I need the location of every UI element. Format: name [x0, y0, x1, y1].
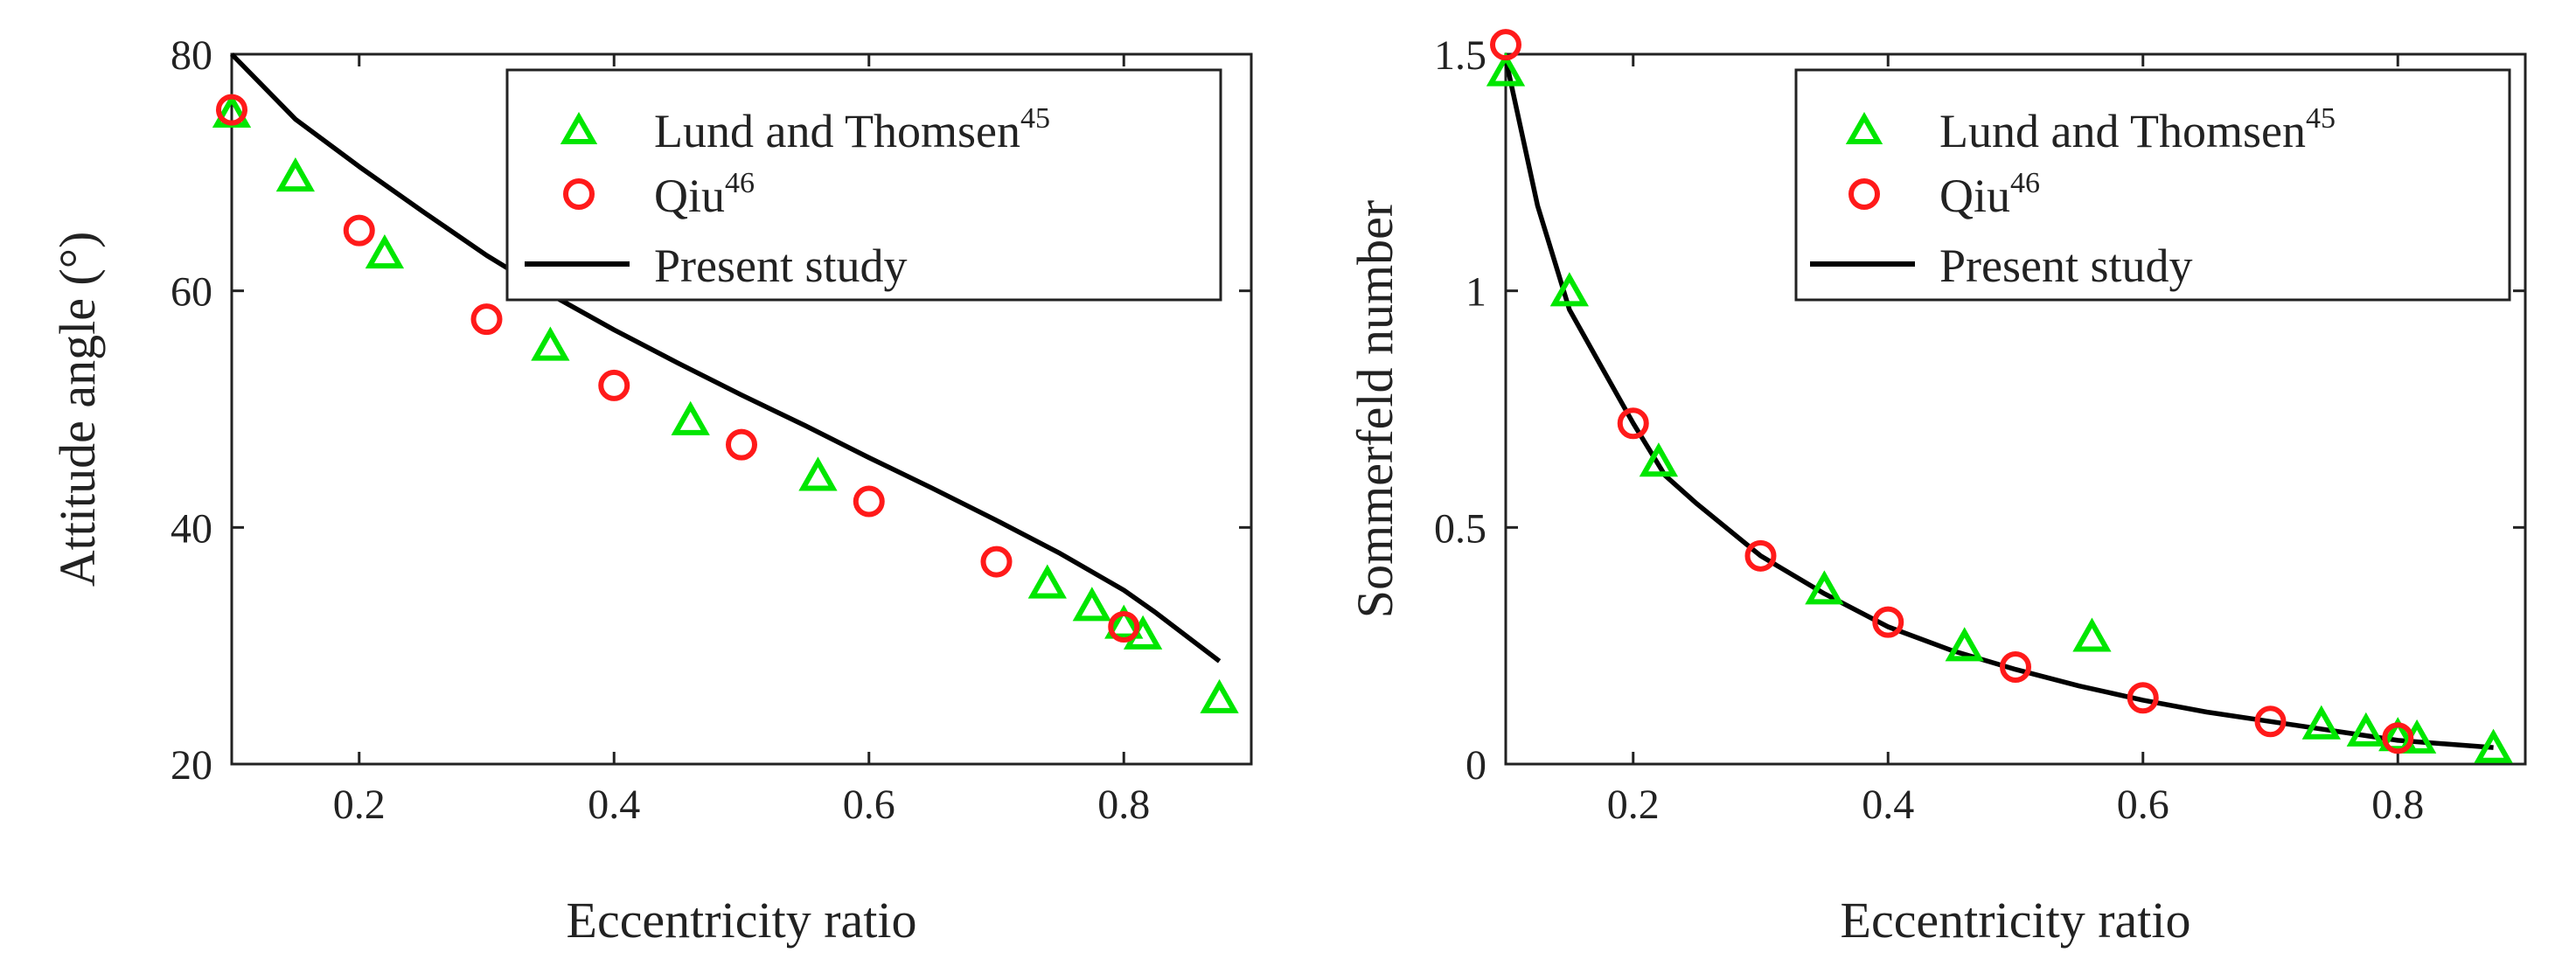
lund-thomsen-point	[1200, 678, 1239, 713]
lund-thomsen-point	[1072, 587, 1111, 622]
qiu-point	[2000, 651, 2031, 684]
legend: Lund and Thomsen45 Qiu46 Present study	[505, 68, 1222, 302]
x-tick-label: 0.6	[2117, 782, 2169, 828]
lund-thomsen-point	[2474, 728, 2513, 763]
legend-label-present-study: Present study	[654, 240, 908, 292]
qiu-point	[2382, 722, 2414, 754]
qiu-point	[853, 485, 885, 518]
qiu-point	[598, 369, 630, 401]
legend-triangle-icon	[560, 111, 598, 144]
lund-thomsen-point	[275, 157, 316, 192]
legend-label-present-study: Present study	[1939, 240, 2193, 292]
legend: Lund and Thomsen45 Qiu46 Present study	[1794, 68, 2511, 302]
data-marks	[212, 52, 1239, 713]
lund-thomsen-point	[671, 400, 710, 435]
lund-thomsen-point	[1104, 604, 1144, 639]
qiu-point	[343, 214, 375, 247]
lund-thomsen-point	[1805, 570, 1844, 605]
legend-series-name: Qiu	[654, 170, 725, 222]
y-axis-label: Attitude angle (°)	[49, 232, 106, 587]
y-axis-label: Sommerfeld number	[1347, 200, 1403, 618]
plot-area-frame	[1504, 52, 2527, 766]
plot-area-frame	[230, 52, 1253, 766]
x-tick-label: 0.4	[1862, 782, 1914, 828]
qiu-point	[726, 428, 757, 461]
lund-thomsen-point	[2346, 712, 2385, 747]
legend-ref-superscript: 45	[2306, 102, 2336, 135]
qiu-point	[216, 94, 247, 126]
legend-label-lund-thomsen: Lund and Thomsen45	[1939, 102, 2336, 157]
y-tick-label: 40	[171, 505, 212, 552]
x-tick-label: 0.2	[1607, 782, 1660, 828]
y-tick-label: 1	[1466, 269, 1486, 316]
lund-thomsen-point	[1639, 442, 1679, 477]
x-tick-label: 0.6	[843, 782, 895, 828]
qiu-point	[1490, 29, 1521, 61]
x-tick-label: 0.8	[2371, 782, 2424, 828]
legend-series-name: Lund and Thomsen	[654, 105, 1020, 157]
lund-thomsen-point	[798, 456, 838, 491]
qiu-point	[2254, 705, 2287, 738]
legend-series-name: Qiu	[1939, 170, 2010, 222]
x-axis-ticks: 0.2 0.4 0.6 0.8	[333, 54, 1150, 828]
x-axis-label: Eccentricity ratio	[1841, 892, 2191, 949]
lund-thomsen-point	[1549, 272, 1590, 307]
lund-thomsen-point	[531, 326, 570, 361]
data-marks	[1486, 29, 2513, 763]
y-axis-ticks: 20 40 60 80	[171, 32, 1251, 789]
x-axis-label: Eccentricity ratio	[567, 892, 917, 949]
lund-thomsen-point	[1486, 52, 1526, 87]
y-tick-label: 0.5	[1434, 505, 1486, 552]
qiu-point	[1744, 539, 1777, 572]
qiu-point	[1108, 611, 1140, 643]
lund-thomsen-point	[1027, 564, 1067, 599]
legend-triangle-icon	[1845, 111, 1883, 144]
y-tick-label: 0	[1466, 742, 1486, 789]
qiu-point	[2127, 682, 2159, 714]
present-study-line	[230, 52, 1222, 664]
y-axis-ticks: 0 0.5 1 1.5	[1434, 32, 2525, 789]
y-tick-label: 80	[171, 32, 212, 79]
qiu-point	[1872, 606, 1904, 638]
lund-thomsen-point	[2072, 617, 2112, 652]
y-tick-label: 20	[171, 742, 212, 789]
legend-label-lund-thomsen: Lund and Thomsen45	[654, 102, 1050, 157]
legend-label-qiu: Qiu46	[1939, 167, 2040, 222]
legend-series-name: Lund and Thomsen	[1939, 105, 2306, 157]
x-tick-label: 0.2	[333, 782, 386, 828]
attitude-angle-chart: 0.2 0.4 0.6 0.8 20 40 60 80 Eccentricity ratio…	[49, 32, 1253, 949]
legend-circle-icon	[563, 178, 595, 210]
legend-ref-superscript: 46	[2010, 167, 2040, 199]
lund-thomsen-point	[365, 233, 405, 269]
present-study-line	[1503, 58, 2494, 750]
y-tick-label: 60	[171, 269, 212, 316]
legend-ref-superscript: 46	[725, 167, 755, 199]
legend-label-qiu: Qiu46	[654, 167, 755, 222]
lund-thomsen-point	[2301, 705, 2341, 740]
y-tick-label: 1.5	[1434, 32, 1486, 79]
x-tick-label: 0.8	[1097, 782, 1150, 828]
lund-thomsen-point	[1945, 627, 1984, 662]
x-tick-label: 0.4	[588, 782, 640, 828]
legend-circle-icon	[1848, 178, 1880, 210]
legend-ref-superscript: 45	[1020, 102, 1050, 135]
qiu-point	[980, 546, 1013, 578]
x-axis-ticks: 0.2 0.4 0.6 0.8	[1607, 54, 2424, 828]
qiu-point	[1617, 407, 1649, 440]
qiu-point	[470, 303, 503, 336]
sommerfeld-number-chart: 0.2 0.4 0.6 0.8 0 0.5 1 1.5 Eccentricity ratio…	[1347, 29, 2527, 949]
